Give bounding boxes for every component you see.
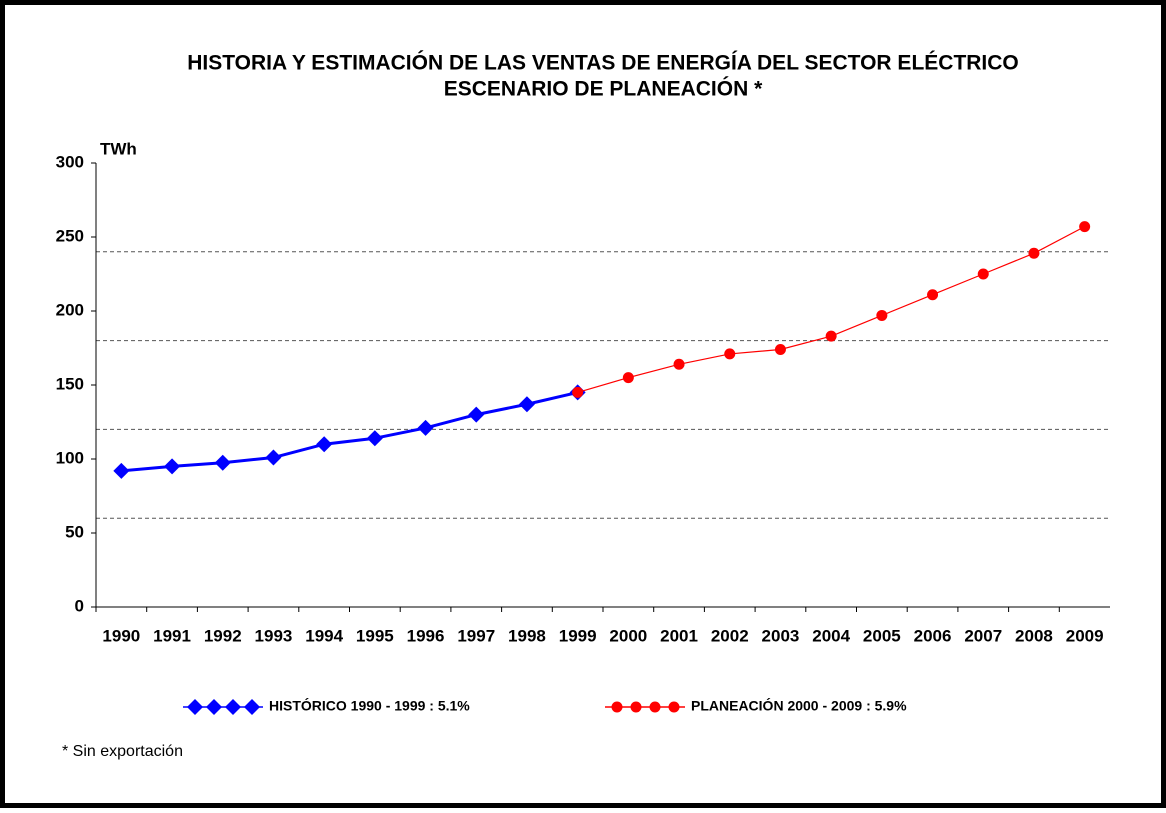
- y-tick-label: 0: [75, 596, 84, 615]
- y-tick-label: 300: [56, 152, 84, 171]
- legend-marker: [206, 699, 222, 715]
- y-tick-label: 100: [56, 448, 84, 467]
- data-point: [1079, 221, 1091, 233]
- x-tick-label: 2005: [863, 626, 901, 645]
- data-point: [876, 309, 888, 321]
- y-axis-label: TWh: [100, 139, 137, 158]
- data-point: [622, 372, 634, 384]
- x-tick-label: 1993: [255, 626, 293, 645]
- x-tick-label: 1997: [457, 626, 495, 645]
- x-tick-label: 2004: [812, 626, 850, 645]
- data-point: [572, 386, 584, 398]
- x-tick-label: 1998: [508, 626, 546, 645]
- legend-marker: [187, 699, 203, 715]
- x-tick-label: 1990: [102, 626, 140, 645]
- legend-marker: [225, 699, 241, 715]
- x-tick-label: 2000: [609, 626, 647, 645]
- x-tick-label: 2006: [914, 626, 952, 645]
- x-tick-label: 2002: [711, 626, 749, 645]
- x-tick-label: 2007: [964, 626, 1002, 645]
- legend-marker: [611, 701, 623, 713]
- data-point: [518, 396, 535, 413]
- data-point: [164, 458, 181, 475]
- data-point: [417, 419, 434, 436]
- chart-title: HISTORIA Y ESTIMACIÓN DE LAS VENTAS DE E…: [187, 51, 1019, 75]
- data-point: [825, 330, 837, 342]
- data-point: [927, 289, 939, 301]
- x-tick-label: 2003: [762, 626, 800, 645]
- data-point: [113, 462, 130, 479]
- data-point: [366, 430, 383, 447]
- data-point: [214, 454, 231, 471]
- legend-marker: [244, 699, 260, 715]
- x-tick-label: 1996: [407, 626, 445, 645]
- legend-marker: [630, 701, 642, 713]
- x-tick-label: 2009: [1066, 626, 1104, 645]
- y-tick-label: 200: [56, 300, 84, 319]
- data-point: [673, 358, 685, 370]
- data-point: [316, 436, 333, 453]
- data-point: [265, 449, 282, 466]
- legend-marker: [649, 701, 661, 713]
- y-tick-label: 50: [65, 522, 84, 541]
- x-tick-label: 1992: [204, 626, 242, 645]
- y-tick-label: 250: [56, 226, 84, 245]
- legend-marker: [668, 701, 680, 713]
- data-point: [977, 268, 989, 280]
- chart-subtitle: ESCENARIO DE PLANEACIÓN *: [444, 77, 763, 101]
- legend-label: HISTÓRICO 1990 - 1999 : 5.1%: [269, 697, 470, 714]
- series-line: [121, 390, 578, 473]
- footnote: * Sin exportación: [62, 743, 183, 760]
- legend-label: PLANEACIÓN 2000 - 2009 : 5.9%: [691, 697, 907, 714]
- data-point: [468, 406, 485, 423]
- x-tick-label: 2008: [1015, 626, 1053, 645]
- x-tick-label: 1991: [153, 626, 191, 645]
- x-tick-label: 1994: [305, 626, 343, 645]
- data-point: [1028, 247, 1040, 259]
- data-point: [724, 348, 736, 360]
- x-tick-label: 1999: [559, 626, 597, 645]
- x-tick-label: 1995: [356, 626, 394, 645]
- data-point: [774, 343, 786, 355]
- y-tick-label: 150: [56, 374, 84, 393]
- x-tick-label: 2001: [660, 626, 698, 645]
